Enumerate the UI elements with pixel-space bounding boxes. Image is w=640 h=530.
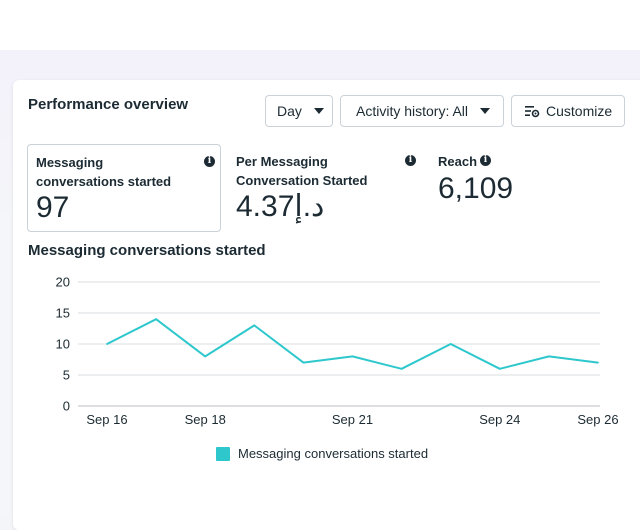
info-icon[interactable]: i (405, 155, 416, 166)
data-point[interactable] (204, 355, 207, 358)
x-tick-label: Sep 16 (86, 412, 127, 427)
data-point[interactable] (302, 361, 305, 364)
y-tick-label: 20 (56, 275, 70, 290)
line-chart: 0 5 10 15 20 Sep 16 Sep 18 Sep 21 Sep 24 Sep 26 (56, 275, 619, 428)
metric-value: 6,109 (438, 172, 514, 205)
data-point[interactable] (548, 355, 550, 358)
data-point[interactable] (253, 324, 256, 327)
customize-label: Customize (546, 103, 613, 119)
legend-swatch (216, 446, 230, 461)
data-point[interactable] (597, 361, 599, 364)
day-dropdown[interactable]: Day (265, 95, 333, 127)
data-point[interactable] (400, 367, 403, 370)
y-tick-label: 15 (56, 306, 70, 321)
settings-sliders-icon (525, 106, 540, 118)
x-tick-label: Sep 18 (185, 412, 226, 427)
caret-down-icon (480, 108, 491, 114)
caret-down-icon (313, 108, 324, 114)
chart-legend[interactable]: Messaging conversations started (216, 446, 428, 461)
metric-label: Per Messaging Conversation Started (236, 154, 368, 188)
y-tick-label: 10 (56, 337, 70, 352)
customize-button[interactable]: Customize (511, 95, 625, 127)
data-point[interactable] (351, 355, 354, 358)
top-bar (0, 0, 640, 51)
x-tick-label: Sep 21 (332, 412, 373, 427)
metric-value: 4.37د.إ (236, 190, 325, 223)
metric-reach[interactable]: Reach i 6,109 (430, 144, 624, 232)
x-tick-label: Sep 26 (577, 412, 618, 427)
data-point[interactable] (498, 367, 501, 370)
data-point[interactable] (155, 318, 158, 321)
day-dropdown-label: Day (277, 103, 302, 119)
x-tick-label: Sep 24 (479, 412, 520, 427)
legend-label: Messaging conversations started (238, 446, 429, 461)
y-tick-label: 0 (63, 399, 70, 414)
activity-history-label: Activity history: All (356, 103, 469, 119)
card-title: Performance overview (28, 96, 189, 113)
metric-messaging-conversations[interactable]: Messaging conversations started i 97 (27, 144, 221, 232)
data-point[interactable] (449, 343, 452, 345)
metric-cost-per-conversation[interactable]: Per Messaging Conversation Started i 4.3… (228, 144, 422, 232)
activity-history-dropdown[interactable]: Activity history: All (340, 95, 504, 127)
metric-label: Reach (438, 154, 478, 169)
info-icon[interactable]: i (480, 155, 491, 166)
metric-value: 97 (36, 191, 70, 224)
chart-title: Messaging conversations started (28, 242, 266, 259)
metric-label: Messaging conversations started (36, 155, 172, 189)
performance-card (13, 80, 640, 530)
info-icon[interactable]: i (204, 156, 215, 167)
y-tick-label: 5 (63, 368, 70, 383)
data-point[interactable] (106, 343, 108, 345)
